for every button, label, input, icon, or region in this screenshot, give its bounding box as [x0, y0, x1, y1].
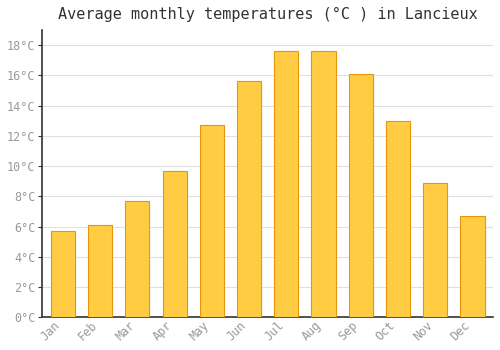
Bar	[423, 183, 448, 317]
Bar	[237, 82, 261, 317]
Bar	[274, 51, 298, 317]
Bar	[460, 216, 484, 317]
Bar	[162, 171, 186, 317]
Title: Average monthly temperatures (°C ) in Lancieux: Average monthly temperatures (°C ) in La…	[58, 7, 478, 22]
Bar	[126, 201, 150, 317]
Bar	[386, 121, 410, 317]
Bar	[51, 231, 75, 317]
Bar	[312, 51, 336, 317]
Bar	[348, 74, 373, 317]
Bar	[200, 125, 224, 317]
Bar	[88, 225, 112, 317]
